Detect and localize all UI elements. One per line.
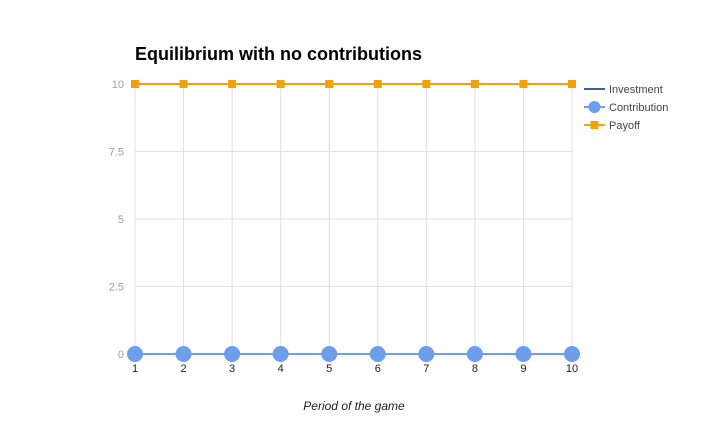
grid <box>134 83 573 355</box>
x-tick-label: 7 <box>423 363 429 375</box>
data-point-payoff <box>325 80 334 88</box>
y-tick-label: 10 <box>112 79 124 91</box>
data-point-payoff <box>131 80 139 88</box>
x-tick-label: 6 <box>375 363 381 375</box>
legend-label-payoff: Payoff <box>609 120 641 132</box>
data-point-contribution <box>564 346 580 362</box>
data-point-payoff <box>568 80 576 88</box>
data-point-payoff <box>228 80 237 88</box>
data-point-contribution <box>127 346 143 362</box>
data-point-payoff <box>276 80 285 88</box>
x-tick-label: 9 <box>520 363 526 375</box>
y-tick-label: 2.5 <box>109 282 124 294</box>
data-point-contribution <box>418 346 435 362</box>
data-point-contribution <box>272 346 289 362</box>
x-tick-label: 1 <box>132 363 138 375</box>
data-point-contribution <box>515 346 532 362</box>
y-tick-label: 0 <box>118 349 124 361</box>
y-tick-label: 7.5 <box>109 147 124 159</box>
legend-label-contribution: Contribution <box>609 102 668 114</box>
x-tick-label: 4 <box>278 363 284 375</box>
data-point-payoff <box>519 80 528 88</box>
data-point-contribution <box>466 346 483 362</box>
y-axis-ticks: 0 2.5 5 7.5 10 <box>109 79 124 361</box>
data-point-contribution <box>369 346 386 362</box>
data-point-contribution <box>224 346 241 362</box>
legend-marker-payoff <box>590 121 599 129</box>
x-tick-label: 2 <box>180 363 186 375</box>
legend-marker-contribution <box>588 101 601 113</box>
data-point-payoff <box>179 80 188 88</box>
x-tick-label: 10 <box>566 363 578 375</box>
data-point-payoff <box>373 80 382 88</box>
chart-title: Equilibrium with no contributions <box>135 44 422 64</box>
x-axis-label: Period of the game <box>303 399 405 413</box>
legend-label-investment: Investment <box>609 84 663 96</box>
data-point-payoff <box>470 80 479 88</box>
x-tick-label: 8 <box>472 363 478 375</box>
data-point-contribution <box>321 346 338 362</box>
legend: Investment Contribution Payoff <box>584 84 668 132</box>
x-tick-label: 3 <box>229 363 235 375</box>
y-tick-label: 5 <box>118 214 124 226</box>
data-point-contribution <box>175 346 192 362</box>
x-axis-ticks: 1 2 3 4 5 6 7 8 9 10 <box>132 363 578 375</box>
x-tick-label: 5 <box>326 363 332 375</box>
series-layer <box>127 80 580 362</box>
data-point-payoff <box>422 80 431 88</box>
